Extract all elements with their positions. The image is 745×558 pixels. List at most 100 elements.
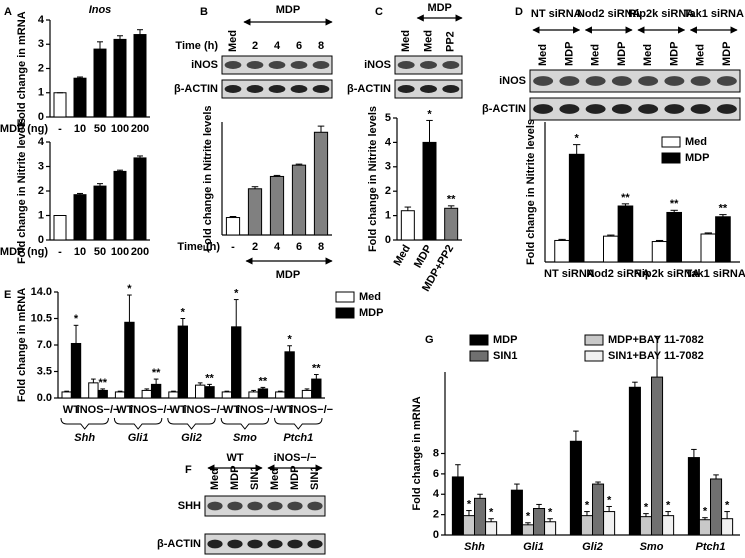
error-bar <box>64 390 70 392</box>
x-tick-label: - <box>58 246 62 258</box>
bar <box>485 521 498 536</box>
significance: ** <box>621 192 630 204</box>
y-axis-label: Fold change in mRNA <box>16 288 28 402</box>
legend-swatch <box>584 334 604 346</box>
legend-swatch <box>661 136 681 148</box>
lane-label: MDP <box>563 42 575 66</box>
lane-label: MDP <box>229 466 241 490</box>
lane-label: 6 <box>296 40 302 52</box>
bar <box>544 521 557 536</box>
bar <box>231 326 242 399</box>
x-annotation: MDP <box>276 269 300 281</box>
error-bar <box>447 205 455 209</box>
significance: * <box>644 502 649 514</box>
blot-band <box>267 501 283 511</box>
x-tick-label: WT <box>116 404 133 416</box>
error-bar <box>573 144 581 155</box>
x-tick-label: 10 <box>74 246 86 258</box>
significance: ** <box>719 203 728 215</box>
error-bar <box>100 388 106 391</box>
bar <box>113 170 127 241</box>
error-bar <box>304 388 310 391</box>
panel-label: D <box>515 6 523 18</box>
blot-header: MDP <box>276 4 300 16</box>
lane-label: Med <box>695 44 707 66</box>
y-axis-label: Fold change in Nitrite levels <box>525 119 537 265</box>
significance: * <box>234 287 239 299</box>
blot-band <box>664 104 685 114</box>
error-bar <box>488 518 494 522</box>
bar <box>592 483 605 536</box>
blot-row-label: iNOS <box>499 75 526 87</box>
bar <box>444 207 459 241</box>
x-tick-label: 8 <box>318 241 324 253</box>
y-tick-label: 4 <box>385 136 392 148</box>
error-bar <box>317 125 325 133</box>
bar <box>603 511 616 536</box>
error-bar <box>117 169 123 172</box>
significance: ** <box>259 375 268 387</box>
blot-band <box>533 76 554 86</box>
y-tick-label: 0 <box>433 529 439 541</box>
blot-band <box>290 61 308 69</box>
blot-header: MDP <box>427 2 451 14</box>
bar <box>568 153 585 263</box>
x-tick-label: 10 <box>74 123 86 135</box>
error-bar <box>665 511 671 516</box>
legend-label: SIN1+BAY 11-7082 <box>608 350 704 362</box>
bar <box>195 384 206 399</box>
x-tick-label: NT siRNA <box>544 268 595 280</box>
blot-band <box>290 85 308 93</box>
significance: ** <box>312 362 321 374</box>
legend-swatch <box>584 350 604 362</box>
x-tick-label: 50 <box>94 246 106 258</box>
blot-band <box>287 539 303 549</box>
blot-band <box>247 501 263 511</box>
y-tick-label: 1 <box>38 87 44 99</box>
bar <box>114 391 126 399</box>
x-tick-label: 2 <box>252 241 258 253</box>
error-bar <box>73 324 79 344</box>
blot-band <box>307 539 323 549</box>
error-bar <box>197 382 203 386</box>
significance: * <box>585 499 590 511</box>
blot-row-label: iNOS <box>191 59 218 71</box>
error-bar <box>273 174 281 177</box>
blot-band <box>690 104 711 114</box>
bar <box>700 233 717 263</box>
blot-band <box>224 61 242 69</box>
x-tick-label: WT <box>223 404 240 416</box>
x-tick-label: Ptch1 <box>696 541 726 553</box>
bar <box>715 216 731 263</box>
significance: * <box>607 494 612 506</box>
error-bar <box>606 505 612 512</box>
group-label: Shh <box>74 432 95 444</box>
lane-label: MDP <box>721 42 733 66</box>
blot-band <box>207 539 223 549</box>
bar <box>141 389 152 399</box>
blot-band <box>307 501 323 511</box>
blot-band <box>420 61 437 69</box>
error-bar <box>251 186 259 189</box>
blot-band <box>585 104 606 114</box>
error-bar <box>713 474 719 479</box>
blot-group: Tak1 siRNA <box>684 8 744 20</box>
error-bar <box>455 464 461 477</box>
bar <box>603 235 619 263</box>
error-bar <box>584 511 590 516</box>
bar <box>247 188 263 236</box>
time-label: Time (h) <box>175 40 218 52</box>
bar <box>554 239 570 263</box>
group-label: Gli1 <box>128 432 149 444</box>
group-brace <box>60 417 109 430</box>
blot-band <box>638 76 659 86</box>
blot-strip <box>529 97 741 121</box>
bar <box>113 38 127 118</box>
y-tick-label: 5 <box>385 112 391 124</box>
blot-band <box>246 85 264 93</box>
y-tick-label: 4 <box>38 136 45 148</box>
bar <box>225 217 241 236</box>
significance: * <box>127 283 132 295</box>
x-axis-label: Time (h) <box>177 241 220 253</box>
